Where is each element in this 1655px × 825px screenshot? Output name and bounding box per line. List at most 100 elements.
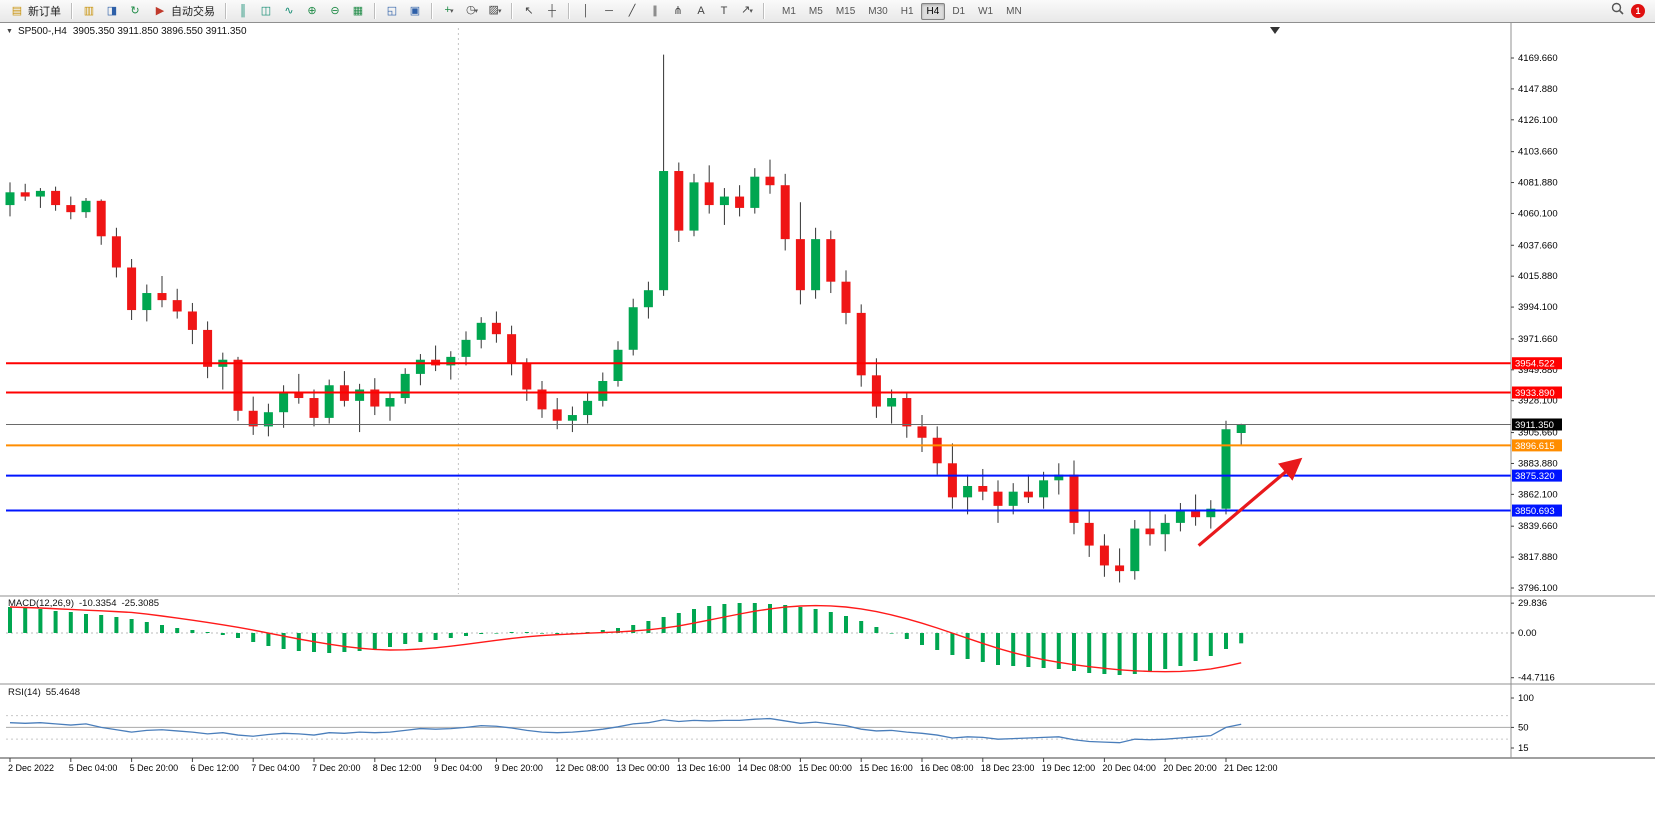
price-axis-tick: 3839.660 <box>1518 521 1558 532</box>
macd-bar <box>312 633 316 652</box>
market-watch-icon[interactable]: ▥ <box>83 5 95 17</box>
macd-bar <box>1011 633 1016 666</box>
time-axis-label: 21 Dec 12:00 <box>1224 763 1278 773</box>
bearish-candle <box>203 329 213 367</box>
macd-bar <box>160 625 164 633</box>
bullish-candle <box>415 359 425 374</box>
timeframe-button-mn[interactable]: MN <box>1006 5 1022 17</box>
text-label-tool-icon[interactable]: T <box>720 5 728 17</box>
cursor-icon[interactable]: ↖ <box>524 5 534 17</box>
price-tag <box>1512 469 1562 482</box>
chart-collapse-icon[interactable]: ▼ <box>6 28 13 35</box>
search-icon[interactable] <box>1607 0 1627 22</box>
bearish-candle <box>1145 528 1155 535</box>
bearish-candle <box>172 300 182 312</box>
bullish-candle <box>719 196 729 206</box>
price-tag <box>1512 439 1562 452</box>
autotrading-icon: ▶ <box>155 5 165 17</box>
timeframe-button-w1[interactable]: W1 <box>978 5 994 17</box>
chevron-down-icon: ▾ <box>749 8 753 15</box>
horizontal-line-tool-icon[interactable]: ─ <box>605 5 613 17</box>
timeframe-button-h4[interactable]: H4 <box>920 2 946 20</box>
indicator-window-icon[interactable]: ▣ <box>409 5 421 17</box>
tile-windows-icon[interactable]: ◱ <box>386 5 398 17</box>
timeframe-button-d1[interactable]: D1 <box>952 5 966 17</box>
timeframe-button-m5[interactable]: M5 <box>808 5 823 17</box>
price-tag <box>1512 418 1562 431</box>
grid-icon[interactable]: ▦ <box>352 5 364 17</box>
macd-bar <box>1193 633 1198 661</box>
bullish-candle <box>1130 528 1140 572</box>
zoom-out-icon[interactable]: ⊖ <box>330 5 340 17</box>
template-icon[interactable]: ▨▾ <box>485 0 505 22</box>
macd-bar <box>68 612 73 633</box>
bar-chart-icon[interactable]: ║ <box>239 5 247 17</box>
timeframe-button-h1[interactable]: H1 <box>900 5 914 17</box>
macd-bar <box>783 605 788 633</box>
refresh-icon[interactable]: ↻ <box>130 5 140 17</box>
price-axis-tick: 4169.660 <box>1518 53 1558 64</box>
new-order-button[interactable]: ▤ 新订单 <box>4 1 66 21</box>
toolbar-separator <box>225 3 227 19</box>
timeframe-button-m15[interactable]: M15 <box>835 5 856 17</box>
bearish-candle <box>187 311 197 330</box>
bullish-candle <box>5 192 15 206</box>
macd-scale-tick: -44.7116 <box>1518 673 1555 684</box>
chart-window[interactable]: 29.836 0.00 -44.7116 100 50 15 4169.660 4147.88… <box>0 23 1655 825</box>
text-tool-icon[interactable]: A <box>697 5 705 17</box>
bullish-candle <box>81 200 91 213</box>
macd-bar <box>950 633 955 655</box>
macd-bar <box>676 613 681 633</box>
macd-bar <box>327 633 332 653</box>
channel-tool-icon[interactable]: ∥ <box>652 5 658 17</box>
price-axis-tick: 4081.880 <box>1518 178 1558 189</box>
add-indicator-icon[interactable]: +▾ <box>439 0 459 22</box>
trend-arrow[interactable] <box>1197 457 1303 547</box>
bullish-candle <box>1054 474 1064 481</box>
macd-bar <box>144 622 149 633</box>
bearish-candle <box>248 410 258 427</box>
autotrading-button[interactable]: ▶ 自动交易 <box>147 1 220 21</box>
bearish-candle <box>127 267 137 311</box>
price-axis-tick: 3949.880 <box>1518 365 1558 376</box>
vertical-line-tool-icon[interactable]: │ <box>582 5 590 17</box>
time-axis-label: 13 Dec 16:00 <box>677 763 731 773</box>
price-tag-label: 3896.615 <box>1515 441 1555 452</box>
bearish-candle <box>1191 511 1201 518</box>
navigator-icon[interactable]: ◨ <box>106 5 118 17</box>
bullish-candle <box>1039 480 1049 498</box>
macd-bar <box>190 630 195 633</box>
bearish-candle <box>51 190 61 206</box>
macd-histogram <box>8 603 1244 675</box>
macd-bar <box>1148 633 1152 672</box>
zoom-in-icon[interactable]: ⊕ <box>307 5 317 17</box>
candlestick-chart-icon[interactable]: ◫ <box>260 5 272 17</box>
price-tag <box>1512 504 1562 517</box>
timeframe-button-m30[interactable]: M30 <box>868 5 888 17</box>
macd-bar <box>600 630 605 633</box>
fibonacci-tool-icon[interactable]: ⋔ <box>673 5 683 17</box>
macd-bar <box>631 625 636 633</box>
chart-shift-marker[interactable] <box>1270 27 1280 34</box>
bullish-candle <box>1175 511 1185 523</box>
macd-bar <box>53 611 58 633</box>
timeframe-button-m1[interactable]: M1 <box>782 5 796 17</box>
macd-bar <box>175 628 180 633</box>
chart-canvas[interactable]: 29.836 0.00 -44.7116 100 50 15 4169.660 4147.88… <box>0 23 1655 825</box>
macd-bar <box>859 621 864 633</box>
price-axis-tick: 3928.100 <box>1518 396 1558 407</box>
macd-bar <box>661 617 666 633</box>
bullish-candle <box>1221 429 1231 509</box>
notification-badge[interactable]: 1 <box>1631 4 1645 18</box>
bullish-candle <box>400 373 410 399</box>
shapes-tool-icon[interactable]: ↗▾ <box>737 0 757 22</box>
period-selector-icon[interactable]: ◷▾ <box>462 0 482 22</box>
macd-bar <box>646 621 651 633</box>
bullish-candle <box>263 412 273 427</box>
bearish-candle <box>674 171 684 231</box>
bullish-candle <box>476 322 486 340</box>
crosshair-icon[interactable]: ┼ <box>548 5 556 17</box>
trendline-tool-icon[interactable]: ╱ <box>628 5 636 17</box>
macd-bar <box>433 633 438 640</box>
line-chart-icon[interactable]: ∿ <box>284 5 294 17</box>
